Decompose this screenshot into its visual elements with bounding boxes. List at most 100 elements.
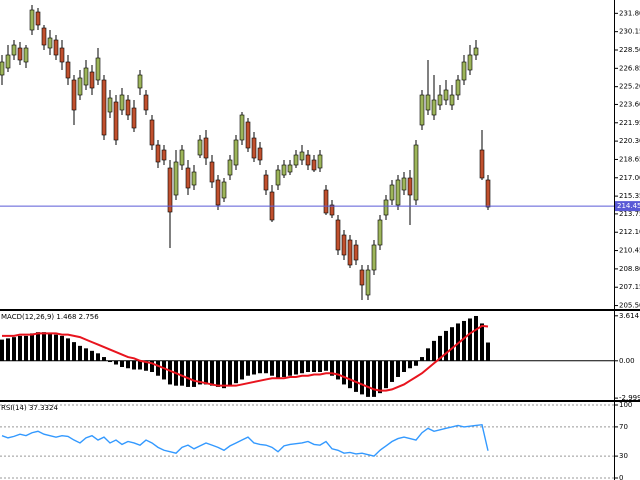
- y-tick-label: 225.20: [619, 83, 640, 91]
- macd-bar: [462, 320, 466, 361]
- macd-bar: [0, 339, 4, 361]
- rsi-line: [1, 423, 489, 457]
- macd-bar: [342, 360, 346, 385]
- y-tick-label: 230.15: [619, 28, 640, 36]
- candle-body: [77, 77, 83, 96]
- y-tick-label: 0.00: [619, 357, 635, 365]
- macd-bar: [228, 360, 232, 386]
- candle-body: [395, 179, 401, 206]
- candle-body: [227, 159, 233, 176]
- candle-body: [65, 61, 71, 79]
- candle-body: [11, 44, 17, 56]
- y-tick-label: 220.30: [619, 137, 640, 145]
- candle-body: [287, 164, 293, 173]
- candle-body: [233, 139, 239, 166]
- y-tick-label: 0: [619, 474, 623, 480]
- y-tick-label: 226.85: [619, 64, 640, 72]
- candle-body: [53, 39, 59, 56]
- macd-bar: [24, 335, 28, 361]
- macd-bar: [204, 360, 208, 385]
- macd-bar: [432, 340, 436, 361]
- macd-bar: [300, 360, 304, 374]
- macd-title: MACD(12,26,9) 1.468 2.756: [1, 313, 99, 321]
- y-tick-label: 228.50: [619, 46, 640, 54]
- macd-bar: [126, 360, 130, 369]
- macd-bar: [240, 360, 244, 380]
- candle-body: [95, 57, 101, 81]
- candle-body: [23, 47, 29, 63]
- candle-body: [281, 164, 287, 176]
- y-tick-label: 231.80: [619, 9, 640, 17]
- rsi-title: RSI(14) 37.3324: [1, 404, 58, 412]
- candle-body: [425, 94, 431, 111]
- candle-body: [419, 94, 425, 126]
- candle-body: [341, 234, 347, 256]
- candle-body: [335, 219, 341, 251]
- candle-body: [449, 94, 455, 106]
- candle-body: [125, 99, 131, 116]
- candle-body: [413, 144, 419, 201]
- candle-body: [365, 269, 371, 296]
- candle-body: [407, 177, 413, 196]
- candle-body: [431, 99, 437, 116]
- macd-bar: [216, 360, 220, 387]
- macd-bar: [18, 335, 22, 361]
- candle-body: [107, 97, 113, 113]
- candle-body: [179, 149, 185, 166]
- candle-body: [371, 244, 377, 271]
- candle-body: [383, 199, 389, 216]
- candle-body: [119, 94, 125, 111]
- candle-body: [191, 171, 197, 186]
- macd-bar: [294, 360, 298, 375]
- macd-bar: [330, 360, 334, 376]
- y-tick-label: 210.45: [619, 247, 640, 255]
- macd-bar: [42, 332, 46, 361]
- candle-body: [479, 149, 485, 179]
- candle-body: [203, 137, 209, 159]
- candle-body: [131, 107, 137, 129]
- y-tick-label: 3.614: [619, 312, 640, 320]
- candle-body: [437, 94, 443, 106]
- macd-bar: [336, 360, 340, 380]
- macd-bar: [312, 360, 316, 372]
- macd-bar: [480, 323, 484, 361]
- macd-bar: [408, 360, 412, 369]
- y-tick-label: 213.75: [619, 210, 640, 218]
- candle-body: [101, 79, 107, 136]
- macd-bar: [138, 360, 142, 370]
- candle-body: [293, 154, 299, 166]
- macd-bar: [474, 315, 478, 361]
- macd-bar: [54, 334, 58, 361]
- candle-body: [257, 147, 263, 161]
- y-tick-label: 100: [619, 401, 632, 409]
- candle-body: [143, 94, 149, 111]
- candle-body: [173, 161, 179, 196]
- macd-bar: [48, 333, 52, 361]
- macd-bar: [450, 327, 454, 361]
- candle-body: [185, 167, 191, 189]
- macd-bar: [66, 338, 70, 361]
- candle-body: [473, 47, 479, 56]
- macd-bar: [372, 360, 376, 397]
- signal-line: [2, 324, 489, 392]
- candle-body: [455, 79, 461, 96]
- candle-body: [323, 189, 329, 214]
- macd-bar: [156, 360, 160, 376]
- macd-bar: [348, 360, 352, 389]
- macd-bar: [234, 360, 238, 384]
- candle-body: [41, 27, 47, 46]
- macd-bar: [420, 357, 424, 361]
- macd-bar: [192, 360, 196, 387]
- macd-bar: [90, 350, 94, 361]
- macd-bar: [72, 342, 76, 361]
- macd-bar: [252, 360, 256, 375]
- candle-body: [89, 71, 95, 89]
- macd-bar: [264, 360, 268, 374]
- macd-bar: [246, 360, 250, 376]
- macd-bar: [468, 318, 472, 361]
- macd-bar: [210, 360, 214, 386]
- y-tick-label: 208.80: [619, 265, 640, 273]
- macd-bar: [276, 360, 280, 379]
- candle-body: [461, 61, 467, 81]
- macd-bar: [366, 360, 370, 397]
